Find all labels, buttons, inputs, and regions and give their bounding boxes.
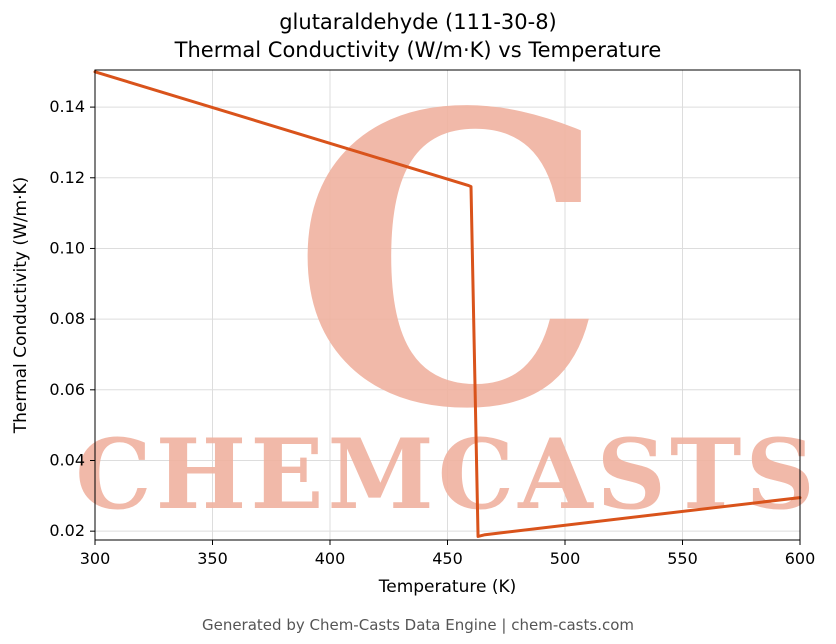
x-tick-label: 350 — [197, 549, 228, 568]
title-line-1: glutaraldehyde (111-30-8) — [279, 10, 557, 34]
y-tick-label: 0.02 — [49, 521, 85, 540]
title-line-2: Thermal Conductivity (W/m·K) vs Temperat… — [174, 38, 662, 62]
y-tick-label: 0.04 — [49, 450, 85, 469]
y-tick-label: 0.12 — [49, 168, 85, 187]
y-axis-label: Thermal Conductivity (W/m·K) — [11, 177, 31, 435]
x-tick-label: 450 — [432, 549, 463, 568]
x-tick-label: 600 — [785, 549, 816, 568]
y-tick-label: 0.06 — [49, 380, 85, 399]
chart-title: glutaraldehyde (111-30-8) Thermal Conduc… — [0, 8, 836, 64]
y-tick-label: 0.14 — [49, 97, 85, 116]
x-tick-label: 400 — [315, 549, 346, 568]
x-tick-label: 300 — [80, 549, 111, 568]
x-axis-label: Temperature (K) — [378, 577, 517, 597]
y-tick-label: 0.08 — [49, 309, 85, 328]
x-tick-label: 550 — [667, 549, 698, 568]
data-line — [93, 70, 802, 538]
watermark-big-letter: C — [291, 27, 609, 497]
y-tick-label: 0.10 — [49, 238, 85, 257]
x-tick-label: 500 — [550, 549, 581, 568]
watermark-text: CHEMCASTS — [75, 418, 819, 531]
footer-credit: Generated by Chem-Casts Data Engine | ch… — [201, 616, 635, 634]
